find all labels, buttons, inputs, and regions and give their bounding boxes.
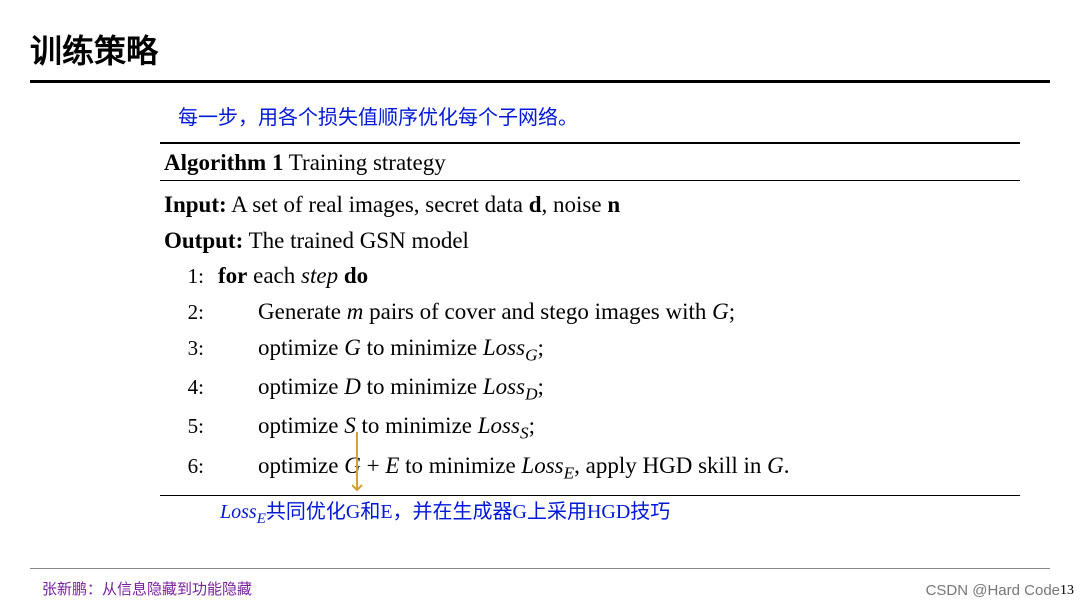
input-label: Input: bbox=[164, 192, 227, 217]
line-number: 4: bbox=[164, 371, 218, 404]
algorithm-input: Input: A set of real images, secret data… bbox=[164, 187, 1020, 223]
input-text: A set of real images, secret data bbox=[227, 192, 529, 217]
input-n: n bbox=[607, 192, 620, 217]
line-number: 2: bbox=[164, 296, 218, 329]
algorithm-step: 5:optimize S to minimize LossS; bbox=[164, 408, 1020, 447]
line-body: optimize G + E to minimize LossE, apply … bbox=[218, 448, 790, 487]
algorithm-step: 3:optimize G to minimize LossG; bbox=[164, 330, 1020, 369]
line-number: 5: bbox=[164, 410, 218, 443]
line-body: for each step do bbox=[218, 258, 368, 294]
title-underline bbox=[30, 80, 1050, 83]
annotation-top: 每一步，用各个损失值顺序优化每个子网络。 bbox=[178, 101, 1050, 130]
algorithm-label: Algorithm 1 bbox=[164, 150, 283, 175]
annotation-bottom: LossE共同优化G和E，并在生成器G上采用HGD技巧 bbox=[220, 495, 670, 528]
algorithm-step: 4:optimize D to minimize LossD; bbox=[164, 369, 1020, 408]
footer-rule bbox=[30, 568, 1050, 569]
algorithm-step: 1:for each step do bbox=[164, 258, 1020, 294]
footer-watermark: CSDN @Hard Code bbox=[926, 582, 1060, 599]
algorithm-step: 2:Generate m pairs of cover and stego im… bbox=[164, 294, 1020, 330]
line-body: optimize D to minimize LossD; bbox=[218, 369, 544, 408]
page-number: 13 bbox=[1060, 583, 1074, 599]
line-body: optimize G to minimize LossG; bbox=[218, 330, 544, 369]
line-body: Generate m pairs of cover and stego imag… bbox=[218, 294, 735, 330]
footer-author: 张新鹏：从信息隐藏到功能隐藏 bbox=[42, 578, 252, 599]
output-label: Output: bbox=[164, 228, 243, 253]
algorithm-lines: 1:for each step do2:Generate m pairs of … bbox=[164, 258, 1020, 487]
line-body: optimize S to minimize LossS; bbox=[218, 408, 535, 447]
input-mid: , noise bbox=[542, 192, 608, 217]
algorithm-output: Output: The trained GSN model bbox=[164, 223, 1020, 259]
algorithm-name: Training strategy bbox=[283, 150, 445, 175]
note-loss-sub: E bbox=[257, 511, 266, 527]
note-rest: 共同优化G和E，并在生成器G上采用HGD技巧 bbox=[266, 501, 670, 523]
line-number: 3: bbox=[164, 332, 218, 365]
output-text: The trained GSN model bbox=[243, 228, 469, 253]
algorithm-body: Input: A set of real images, secret data… bbox=[160, 181, 1020, 489]
slide: 训练策略 每一步，用各个损失值顺序优化每个子网络。 Algorithm 1 Tr… bbox=[0, 0, 1080, 607]
input-d: d bbox=[529, 192, 542, 217]
line-number: 6: bbox=[164, 450, 218, 483]
note-loss: Loss bbox=[220, 501, 257, 523]
algorithm-block: Algorithm 1 Training strategy Input: A s… bbox=[160, 142, 1020, 496]
line-number: 1: bbox=[164, 260, 218, 293]
algorithm-title: Algorithm 1 Training strategy bbox=[160, 144, 1020, 180]
algorithm-step: 6:optimize G + E to minimize LossE, appl… bbox=[164, 448, 1020, 487]
slide-title: 训练策略 bbox=[30, 26, 1050, 72]
